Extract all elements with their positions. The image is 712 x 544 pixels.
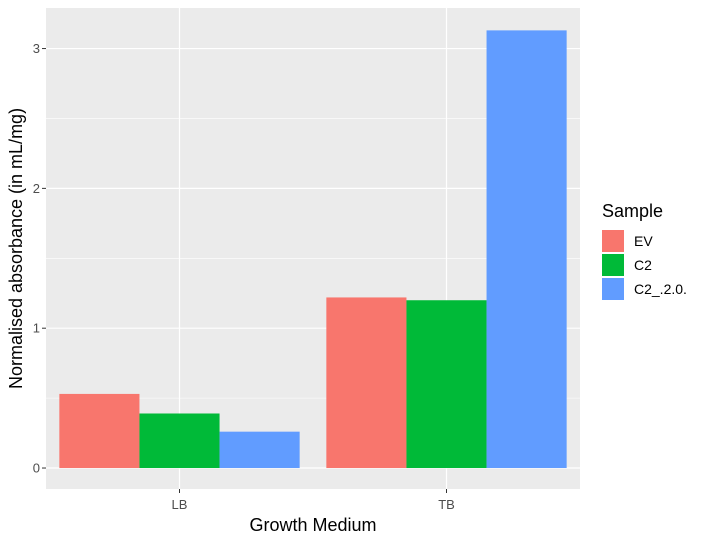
- legend-label: C2_.2.0.: [634, 281, 687, 297]
- y-tick-label: 1: [33, 321, 40, 336]
- legend-key-EV: [602, 230, 624, 252]
- legend-title: Sample: [602, 201, 663, 221]
- x-axis-title: Growth Medium: [249, 515, 376, 535]
- x-tick-label: TB: [438, 497, 455, 512]
- y-tick-label: 3: [33, 41, 40, 56]
- bar-TB-C2_.2.0.: [486, 30, 567, 469]
- legend-label: EV: [634, 233, 653, 249]
- legend-key-C2_.2.0.: [602, 278, 624, 300]
- legend-label: C2: [634, 257, 652, 273]
- bar-LB-C2: [139, 413, 220, 469]
- bars: [59, 30, 567, 469]
- x-axis: LB TB: [172, 489, 455, 512]
- y-tick-label: 2: [33, 181, 40, 196]
- y-axis: 0 1 2 3: [33, 41, 46, 476]
- bar-LB-C2_.2.0.: [219, 431, 300, 469]
- bar-TB-C2: [406, 300, 487, 469]
- y-axis-title: Normalised absorbance (in mL/mg): [6, 108, 26, 389]
- x-tick-label: LB: [172, 497, 188, 512]
- legend-key-C2: [602, 254, 624, 276]
- bar-LB-EV: [59, 393, 140, 469]
- bar-TB-EV: [326, 297, 407, 469]
- y-tick-label: 0: [33, 461, 40, 476]
- legend: Sample EV C2 C2_.2.0.: [602, 201, 687, 300]
